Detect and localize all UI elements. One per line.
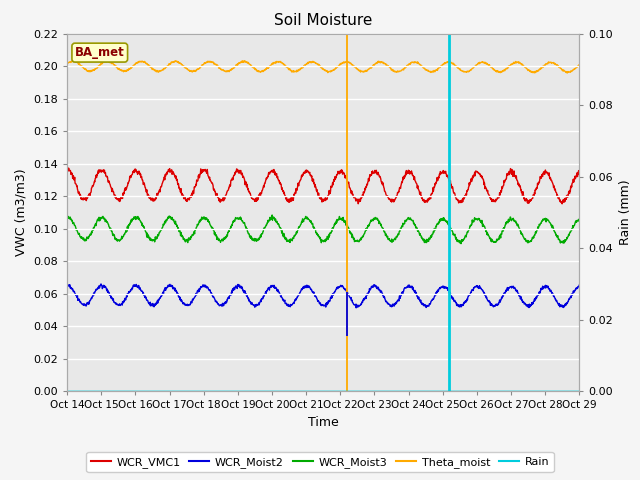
WCR_VMC1 [65,165,72,171]
WCR_Moist2 [63,283,71,288]
Theta_moist [124,67,132,73]
WCR_VMC1 [103,174,111,180]
WCR_Moist3 [268,212,276,218]
X-axis label: Time: Time [308,416,339,429]
Rain [355,388,362,394]
WCR_Moist3 [355,239,363,244]
Theta_moist [563,70,571,76]
Line: Theta_moist: Theta_moist [67,60,579,73]
WCR_Moist2 [301,285,308,290]
WCR_VMC1 [558,201,566,207]
WCR_Moist3 [292,232,300,238]
WCR_VMC1 [281,193,289,199]
WCR_Moist3 [281,235,289,241]
WCR_VMC1 [124,180,132,186]
WCR_Moist3 [457,241,465,247]
WCR_VMC1 [292,189,300,195]
Rain [124,388,131,394]
Y-axis label: Rain (mm): Rain (mm) [618,180,632,245]
Rain [291,388,299,394]
Text: BA_met: BA_met [75,46,125,59]
WCR_Moist2 [124,291,132,297]
Rain [575,388,583,394]
WCR_Moist3 [575,217,583,223]
WCR_Moist2 [353,305,360,311]
Theta_moist [63,61,71,67]
Theta_moist [292,68,300,74]
Theta_moist [281,63,289,69]
WCR_VMC1 [355,196,363,202]
Line: WCR_Moist2: WCR_Moist2 [67,284,579,308]
Theta_moist [355,68,363,73]
WCR_VMC1 [301,170,308,176]
Rain [300,388,308,394]
WCR_Moist2 [281,297,289,303]
WCR_Moist2 [575,282,583,288]
WCR_Moist3 [301,216,308,222]
Line: WCR_VMC1: WCR_VMC1 [67,168,579,204]
WCR_VMC1 [63,168,71,173]
Title: Soil Moisture: Soil Moisture [274,13,372,28]
WCR_VMC1 [575,168,583,174]
Rain [280,388,288,394]
Theta_moist [103,59,111,64]
WCR_Moist2 [97,281,105,287]
WCR_Moist3 [63,214,71,220]
WCR_Moist2 [355,303,363,309]
Theta_moist [69,58,77,63]
Rain [63,388,71,394]
Theta_moist [301,63,308,69]
WCR_Moist2 [292,297,300,303]
WCR_Moist3 [124,226,131,231]
Legend: WCR_VMC1, WCR_Moist2, WCR_Moist3, Theta_moist, Rain: WCR_VMC1, WCR_Moist2, WCR_Moist3, Theta_… [86,452,554,472]
Rain [103,388,111,394]
WCR_Moist3 [103,219,111,225]
Theta_moist [575,62,583,68]
Y-axis label: VWC (m3/m3): VWC (m3/m3) [15,168,28,256]
WCR_Moist2 [103,286,111,292]
Line: WCR_Moist3: WCR_Moist3 [67,215,579,244]
